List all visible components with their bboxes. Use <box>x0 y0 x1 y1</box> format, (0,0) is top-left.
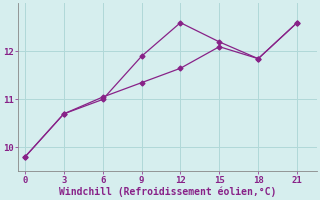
X-axis label: Windchill (Refroidissement éolien,°C): Windchill (Refroidissement éolien,°C) <box>59 186 276 197</box>
